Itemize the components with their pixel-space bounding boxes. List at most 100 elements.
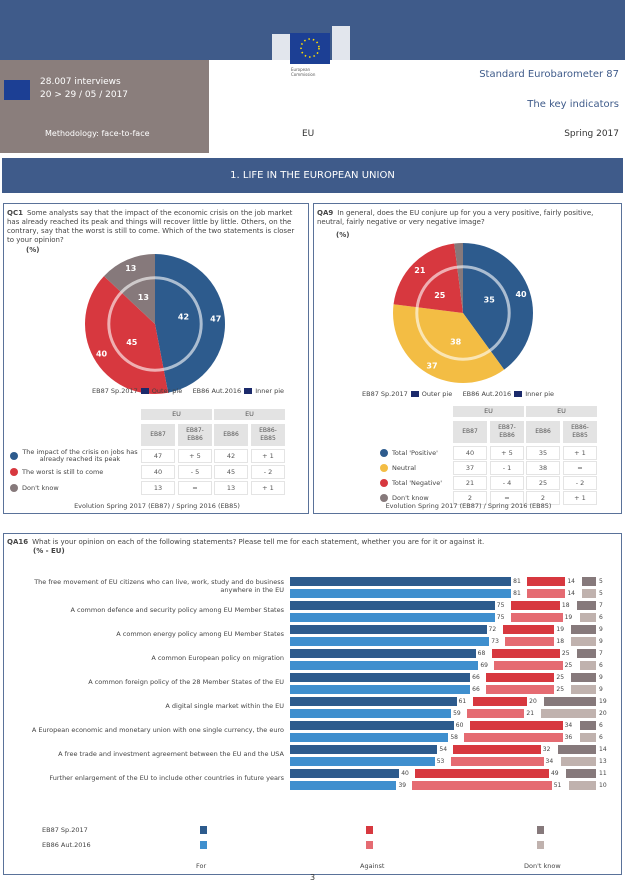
against-bar: [510, 613, 563, 622]
legend-dot-icon: [380, 479, 388, 487]
table-cell: - 4: [490, 476, 524, 490]
dont-know-value: 20: [599, 710, 607, 717]
dont-know-bar: [579, 613, 596, 622]
for-bar: [290, 601, 495, 610]
legend-series-2017: EB87 Sp.2017: [42, 826, 88, 834]
legend-row: The impact of the crisis on jobs has alr…: [10, 449, 138, 463]
qc1-pie: 47 40 13 42 45 13: [85, 254, 225, 394]
qc1-outer-label: 40: [96, 349, 108, 358]
qa16-panel: QA16 What is your opinion on each of the …: [3, 533, 622, 875]
against-bar: [469, 721, 563, 730]
legend-swatch: [366, 826, 373, 834]
dont-know-value: 5: [599, 578, 603, 585]
dont-know-bar: [560, 757, 596, 766]
for-bar: [290, 661, 479, 670]
column-header: EB87- EB86: [178, 424, 212, 446]
qc1-footer: Evolution Spring 2017 (EB87) / Spring 20…: [74, 502, 240, 510]
for-value: 66: [472, 686, 480, 693]
table-cell: - 1: [490, 461, 524, 475]
qa9-panel: QA9 In general, does the EU conjure up fo…: [313, 203, 622, 514]
dont-know-bar: [576, 649, 596, 658]
legend-swatch: [200, 826, 207, 834]
dont-know-value: 6: [599, 614, 603, 621]
dont-know-bar: [544, 697, 596, 706]
dont-know-value: 9: [599, 686, 603, 693]
for-value: 40: [401, 770, 409, 777]
legend-swatch: [537, 826, 544, 834]
qa16-unit: (% - EU): [33, 547, 65, 555]
column-header: EB86- EB85: [563, 421, 597, 443]
qc1-inner-label: 42: [178, 313, 189, 322]
qa9-pie: 40 37 21 35 38 25: [393, 243, 533, 383]
qa9-inner-label: 38: [450, 337, 462, 346]
against-bar: [486, 673, 555, 682]
dont-know-value: 13: [599, 758, 607, 765]
ec-logo: European Commission: [268, 18, 354, 78]
legend-dot-icon: [380, 449, 388, 457]
qc1-slice: [155, 254, 225, 393]
qc1-outer-label: 47: [210, 314, 221, 323]
legend-dot-icon: [10, 484, 18, 492]
for-bar: [290, 757, 435, 766]
legend-swatch: [366, 841, 373, 849]
for-value: 68: [477, 650, 486, 657]
for-bar: [290, 673, 471, 682]
legend-swatch: [200, 841, 207, 849]
column-header: EB86- EB85: [251, 424, 285, 446]
legend-for: For: [196, 862, 207, 870]
dont-know-value: 7: [599, 602, 603, 609]
statement-label: A common foreign policy of the 28 Member…: [88, 678, 284, 686]
qa16-bar-chart: The free movement of EU citizens who can…: [4, 534, 623, 849]
dont-know-value: 6: [599, 662, 603, 669]
dont-know-bar: [565, 769, 596, 778]
dont-know-value: 9: [599, 626, 603, 633]
group-header: EU: [526, 406, 597, 417]
for-bar: [290, 649, 476, 658]
table-cell: =: [490, 491, 524, 505]
legend-series-2016: EB86 Aut.2016: [42, 841, 91, 849]
dont-know-bar: [579, 661, 596, 670]
for-bar: [290, 709, 452, 718]
qc1-slice: [103, 254, 155, 324]
for-value: 39: [398, 782, 407, 789]
qc1-inner-label: 13: [138, 293, 149, 302]
svg-text:Commission: Commission: [291, 72, 316, 77]
qa9-inner-label: 35: [484, 296, 496, 305]
table-cell: + 5: [178, 449, 212, 463]
for-bar: [290, 589, 512, 598]
against-bar: [486, 685, 555, 694]
for-bar: [290, 637, 490, 646]
table-cell: 40: [453, 446, 487, 460]
legend-row: Total 'Negative': [380, 476, 452, 490]
dont-know-value: 14: [599, 746, 607, 753]
against-bar: [467, 709, 525, 718]
legend-swatch: [537, 841, 544, 849]
table-cell: 45: [214, 465, 248, 479]
dont-know-value: 11: [599, 770, 607, 777]
dont-know-bar: [576, 601, 596, 610]
qa9-unit: (%): [336, 231, 350, 239]
table-cell: + 5: [490, 446, 524, 460]
dont-know-bar: [568, 781, 596, 790]
column-header: EB87: [453, 421, 487, 443]
qc1-inner-ring: [107, 276, 203, 372]
qc1-inner-label: 45: [126, 338, 138, 347]
legend-row: Don't know: [10, 481, 138, 495]
against-value: 14: [567, 578, 575, 585]
row-label: Total 'Positive': [392, 448, 438, 457]
dont-know-bar: [582, 577, 596, 586]
survey-info: 28.007 interviews 20 > 29 / 05 / 2017 Me…: [0, 60, 209, 153]
section-title: 1. LIFE IN THE EUROPEAN UNION: [2, 158, 623, 193]
against-value: 25: [561, 650, 570, 657]
against-bar: [450, 757, 544, 766]
legend-dot-icon: [10, 452, 18, 460]
dont-know-value: 9: [599, 638, 603, 645]
column-header: EB86: [526, 421, 560, 443]
for-value: 69: [480, 662, 488, 669]
for-value: 54: [439, 746, 448, 753]
table-cell: =: [563, 461, 597, 475]
qc1-table: EU EU EB87 EB87- EB86 EB86 EB86- EB85 The impact…: [4, 204, 310, 515]
for-value: 81: [513, 590, 521, 597]
for-value: 81: [513, 578, 521, 585]
table-cell: 2: [453, 491, 487, 505]
